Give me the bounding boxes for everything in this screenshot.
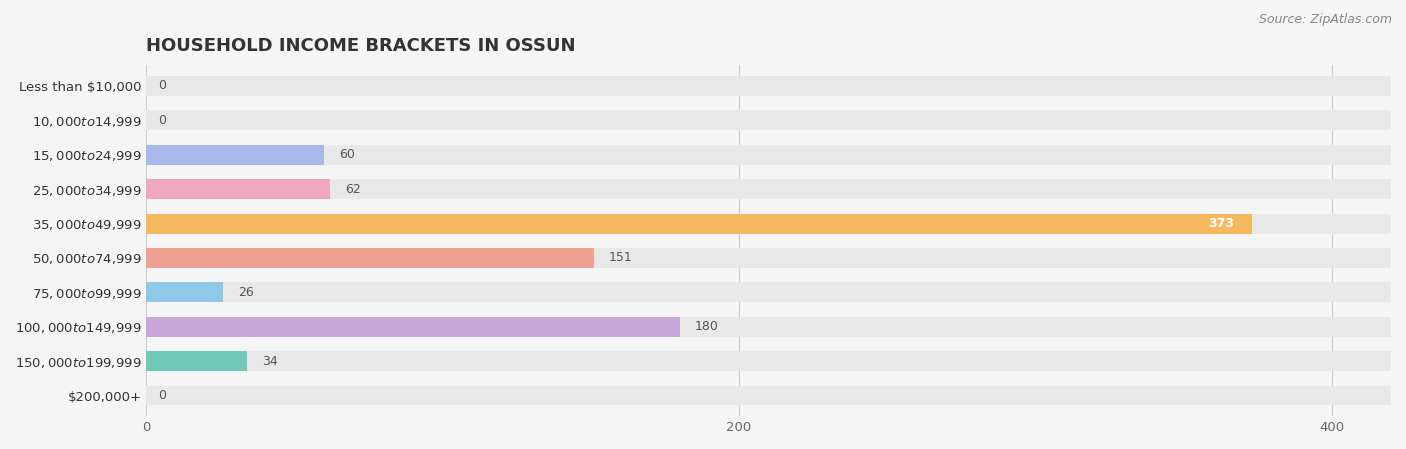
Bar — [146, 317, 679, 337]
Bar — [146, 179, 330, 199]
Text: 26: 26 — [238, 286, 254, 299]
Text: 151: 151 — [609, 251, 633, 264]
Text: 0: 0 — [159, 79, 166, 92]
Bar — [146, 145, 1391, 165]
Text: 34: 34 — [262, 355, 278, 368]
Text: 180: 180 — [695, 320, 718, 333]
Text: HOUSEHOLD INCOME BRACKETS IN OSSUN: HOUSEHOLD INCOME BRACKETS IN OSSUN — [146, 37, 576, 55]
Bar — [146, 351, 1391, 371]
Bar — [146, 145, 325, 165]
Bar — [146, 179, 1391, 199]
Text: 373: 373 — [1208, 217, 1234, 230]
Bar — [146, 76, 1391, 96]
Bar — [146, 248, 593, 268]
Text: 62: 62 — [344, 183, 361, 196]
Bar — [146, 214, 1251, 233]
Bar — [146, 317, 1391, 337]
Bar — [146, 214, 1391, 233]
Bar — [146, 282, 1391, 302]
Text: Source: ZipAtlas.com: Source: ZipAtlas.com — [1258, 13, 1392, 26]
Text: 60: 60 — [339, 148, 354, 161]
Bar — [146, 110, 1391, 130]
Bar — [146, 248, 1391, 268]
Bar — [146, 282, 224, 302]
Bar — [146, 351, 247, 371]
Bar — [146, 386, 1391, 405]
Text: 0: 0 — [159, 114, 166, 127]
Text: 0: 0 — [159, 389, 166, 402]
